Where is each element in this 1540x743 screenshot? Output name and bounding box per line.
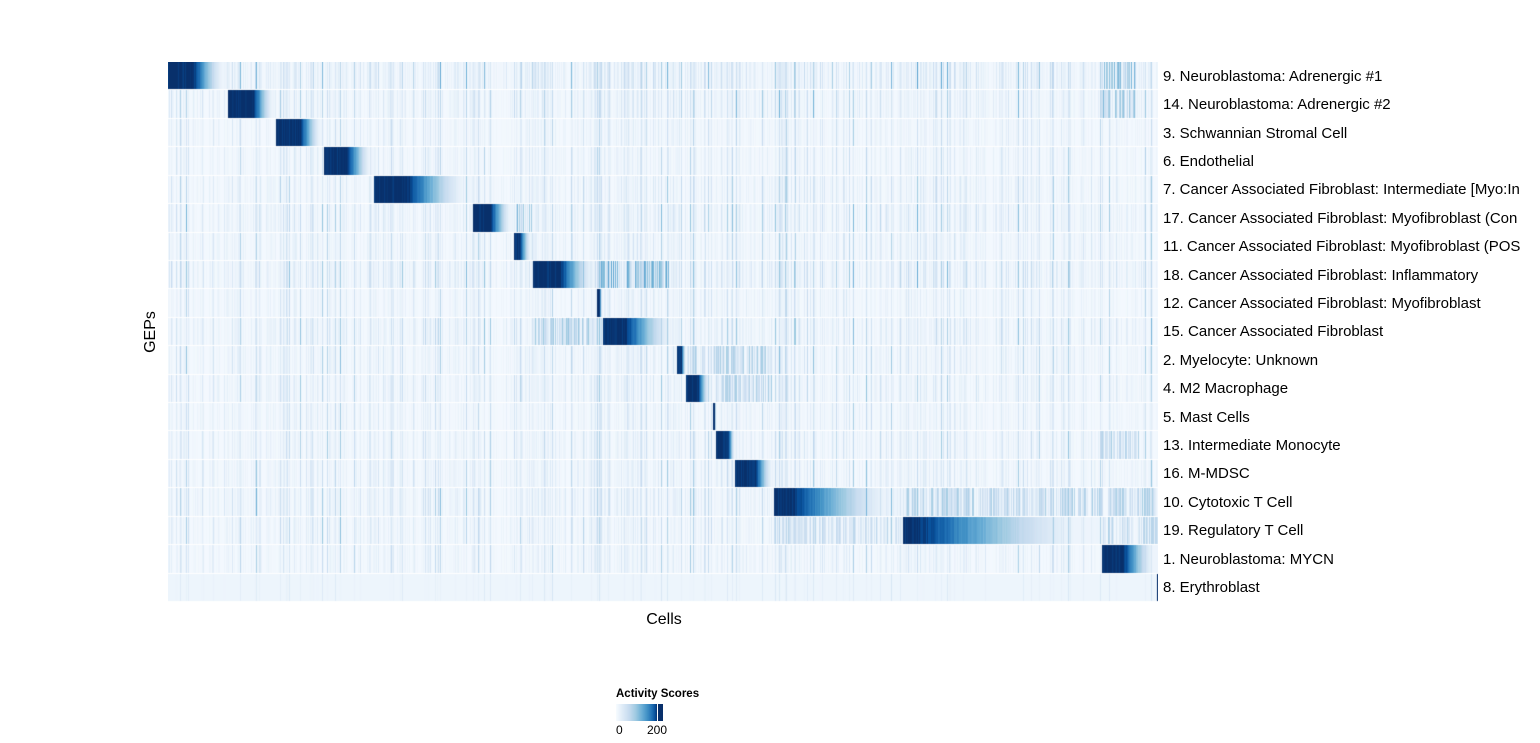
row-label: 18. Cancer Associated Fibroblast: Inflam… — [1163, 266, 1479, 284]
row-label: 17. Cancer Associated Fibroblast: Myofib… — [1163, 209, 1518, 227]
row-label: 5. Mast Cells — [1163, 408, 1250, 426]
legend-title: Activity Scores — [616, 688, 700, 700]
row-label: 8. Erythroblast — [1163, 579, 1260, 597]
row-label: 7. Cancer Associated Fibroblast: Interme… — [1163, 181, 1520, 199]
row-label: 10. Cytotoxic T Cell — [1163, 493, 1293, 511]
row-label: 16. M-MDSC — [1163, 465, 1250, 483]
x-axis-label: Cells — [646, 611, 682, 628]
row-label: 12. Cancer Associated Fibroblast: Myofib… — [1163, 294, 1481, 312]
row-label: 13. Intermediate Monocyte — [1163, 436, 1341, 454]
legend-colorbar — [616, 704, 663, 721]
heatmap-canvas — [168, 62, 1158, 602]
legend: Activity Scores 0 200 — [616, 688, 756, 740]
row-label: 11. Cancer Associated Fibroblast: Myofib… — [1163, 238, 1521, 256]
row-labels: 9. Neuroblastoma: Adrenergic #1 14. Neuro… — [1163, 62, 1540, 602]
row-label: 9. Neuroblastoma: Adrenergic #1 — [1163, 67, 1383, 85]
row-label: 2. Myelocyte: Unknown — [1163, 351, 1319, 369]
legend-tick-label-0: 0 — [616, 723, 623, 737]
row-label: 4. M2 Macrophage — [1163, 380, 1289, 398]
row-label: 14. Neuroblastoma: Adrenergic #2 — [1163, 96, 1391, 114]
legend-tick-mark — [656, 704, 659, 721]
y-axis-label: GEPs — [142, 311, 159, 353]
row-label: 3. Schwannian Stromal Cell — [1163, 124, 1348, 142]
row-label: 6. Endothelial — [1163, 152, 1254, 170]
row-label: 1. Neuroblastoma: MYCN — [1163, 550, 1334, 568]
row-label: 15. Cancer Associated Fibroblast — [1163, 323, 1384, 341]
legend-tick-label-200: 200 — [646, 723, 668, 737]
row-label: 19. Regulatory T Cell — [1163, 522, 1304, 540]
